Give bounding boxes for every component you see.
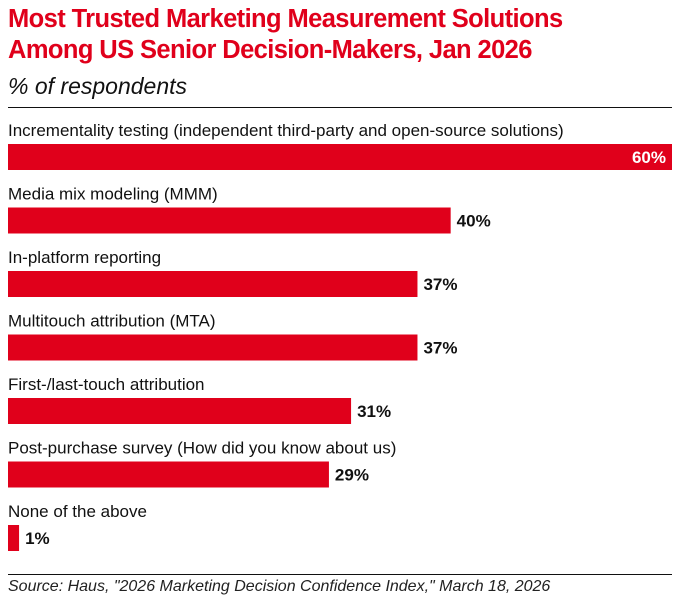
top-divider xyxy=(8,107,672,108)
value-label: 40% xyxy=(457,212,491,231)
category-label: Media mix modeling (MMM) xyxy=(8,185,218,204)
value-label: 29% xyxy=(335,466,369,485)
source-note: Source: Haus, "2026 Marketing Decision C… xyxy=(8,578,551,595)
bar xyxy=(8,398,352,424)
bar xyxy=(8,461,329,488)
bar xyxy=(8,207,451,234)
value-label: 37% xyxy=(423,339,457,358)
bar xyxy=(8,525,20,551)
bottom-divider xyxy=(8,574,672,575)
category-label: In-platform reporting xyxy=(8,248,161,267)
bar xyxy=(8,144,672,170)
bar xyxy=(8,334,418,361)
value-label: 1% xyxy=(25,529,50,548)
category-label: None of the above xyxy=(8,502,147,521)
chart-title: Most Trusted Marketing Measurement Solut… xyxy=(8,4,672,66)
chart-title-line-2: Among US Senior Decision-Makers, Jan 202… xyxy=(8,36,532,64)
category-label: Post-purchase survey (How did you know a… xyxy=(8,439,396,458)
value-label: 60% xyxy=(632,148,666,167)
category-label: First-/last-touch attribution xyxy=(8,375,205,394)
chart-subtitle: % of respondents xyxy=(8,73,188,99)
chart-title-line-1: Most Trusted Marketing Measurement Solut… xyxy=(8,5,563,33)
value-label: 31% xyxy=(357,402,391,421)
category-label: Multitouch attribution (MTA) xyxy=(8,312,216,331)
bar xyxy=(8,271,418,297)
value-label: 37% xyxy=(423,275,457,294)
category-label: Incrementality testing (independent thir… xyxy=(8,121,564,140)
